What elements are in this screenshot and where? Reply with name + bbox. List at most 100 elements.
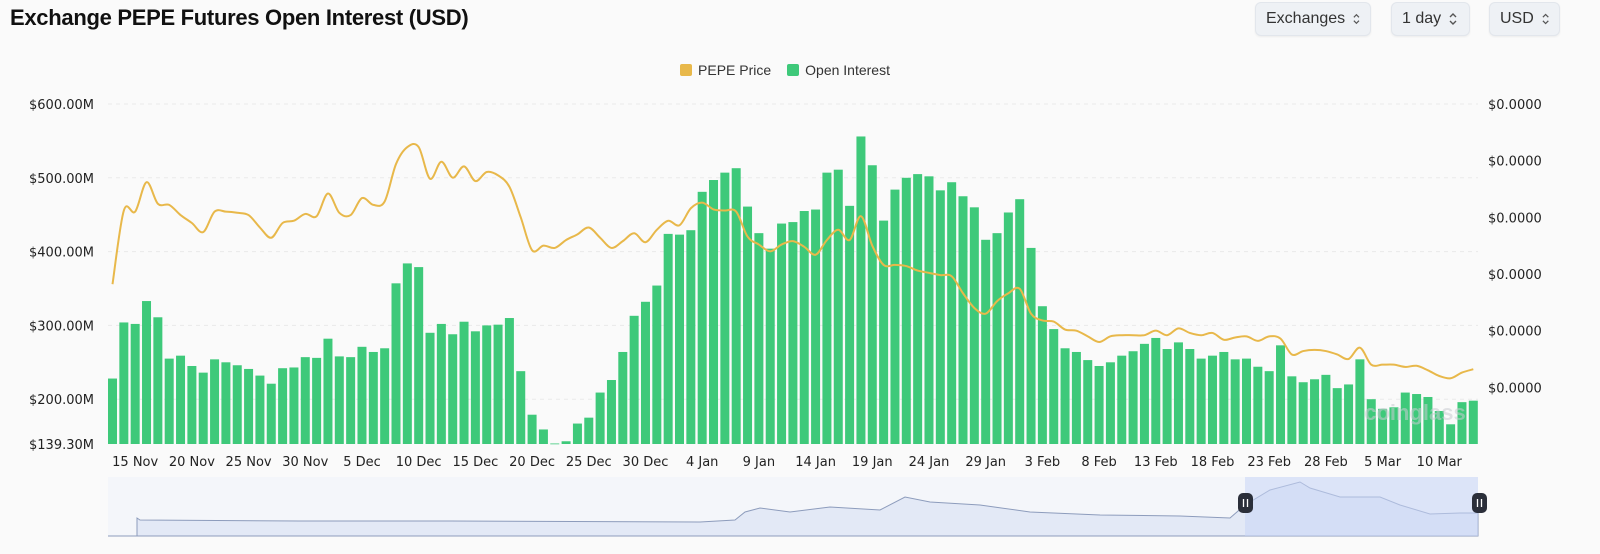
open-interest-bar[interactable] <box>1060 348 1070 444</box>
open-interest-bar[interactable] <box>1185 349 1195 444</box>
open-interest-bar[interactable] <box>493 324 503 444</box>
open-interest-bar[interactable] <box>289 367 299 444</box>
open-interest-bar[interactable] <box>278 368 288 444</box>
open-interest-bar[interactable] <box>901 177 911 445</box>
open-interest-bar[interactable] <box>470 331 480 444</box>
open-interest-bar[interactable] <box>1173 342 1183 444</box>
open-interest-bar[interactable] <box>380 348 390 444</box>
open-interest-bar[interactable] <box>1151 337 1161 444</box>
open-interest-bar[interactable] <box>1457 402 1467 444</box>
open-interest-bar[interactable] <box>1378 408 1388 444</box>
open-interest-bar[interactable] <box>1366 399 1376 444</box>
open-interest-bar[interactable] <box>969 207 979 444</box>
open-interest-bar[interactable] <box>1037 306 1047 444</box>
open-interest-bar[interactable] <box>572 423 582 444</box>
open-interest-bar[interactable] <box>334 356 344 444</box>
open-interest-bar[interactable] <box>232 365 242 444</box>
open-interest-bar[interactable] <box>1434 411 1444 444</box>
legend-item-open-interest[interactable]: Open Interest <box>787 62 890 78</box>
open-interest-bar[interactable] <box>686 230 696 444</box>
open-interest-bar[interactable] <box>822 172 832 444</box>
open-interest-bar[interactable] <box>1094 365 1104 444</box>
open-interest-bar[interactable] <box>1423 396 1433 444</box>
open-interest-bar[interactable] <box>1162 349 1172 444</box>
open-interest-bar[interactable] <box>947 182 957 445</box>
open-interest-bar[interactable] <box>1230 359 1240 444</box>
open-interest-bar[interactable] <box>255 375 265 444</box>
open-interest-bar[interactable] <box>1400 392 1410 444</box>
open-interest-bar[interactable] <box>992 233 1002 444</box>
open-interest-bar[interactable] <box>550 443 560 445</box>
open-interest-bar[interactable] <box>176 355 186 444</box>
open-interest-bar[interactable] <box>516 371 526 444</box>
open-interest-bar[interactable] <box>765 248 775 444</box>
open-interest-bar[interactable] <box>1128 351 1138 444</box>
open-interest-bar[interactable] <box>1468 400 1478 444</box>
open-interest-bar[interactable] <box>1219 351 1229 444</box>
open-interest-bar[interactable] <box>913 174 923 444</box>
open-interest-bar[interactable] <box>153 317 163 444</box>
open-interest-bar[interactable] <box>777 223 787 444</box>
open-interest-bar[interactable] <box>856 136 866 444</box>
open-interest-bar[interactable] <box>754 233 764 444</box>
currency-select[interactable]: USD <box>1489 2 1560 36</box>
legend-item-price[interactable]: PEPE Price <box>680 62 771 78</box>
open-interest-bar[interactable] <box>312 357 322 444</box>
open-interest-bar[interactable] <box>323 338 333 444</box>
open-interest-bar[interactable] <box>709 180 719 444</box>
open-interest-bar[interactable] <box>1026 247 1036 444</box>
open-interest-bar[interactable] <box>504 318 514 444</box>
open-interest-bar[interactable] <box>1071 351 1081 444</box>
open-interest-bar[interactable] <box>300 357 310 444</box>
open-interest-bar[interactable] <box>1264 371 1274 444</box>
open-interest-bar[interactable] <box>391 283 401 444</box>
open-interest-bar[interactable] <box>108 378 117 444</box>
open-interest-bar[interactable] <box>743 206 753 444</box>
open-interest-bar[interactable] <box>459 321 469 444</box>
open-interest-bar[interactable] <box>346 357 356 444</box>
open-interest-bar[interactable] <box>788 222 798 444</box>
open-interest-bar[interactable] <box>482 325 492 444</box>
open-interest-bar[interactable] <box>368 351 378 444</box>
open-interest-bar[interactable] <box>425 332 435 444</box>
navigator-handle-left[interactable] <box>1238 493 1253 513</box>
open-interest-bar[interactable] <box>720 172 730 444</box>
open-interest-bar[interactable] <box>402 263 412 444</box>
open-interest-bar[interactable] <box>561 441 571 444</box>
open-interest-bar[interactable] <box>1310 379 1320 444</box>
open-interest-bar[interactable] <box>436 323 446 444</box>
open-interest-bar[interactable] <box>1049 329 1059 444</box>
navigator-selection[interactable] <box>1245 477 1478 536</box>
open-interest-bar[interactable] <box>799 211 809 444</box>
open-interest-bar[interactable] <box>1117 355 1127 444</box>
open-interest-bar[interactable] <box>164 358 174 444</box>
open-interest-bar[interactable] <box>1355 359 1365 444</box>
open-interest-bar[interactable] <box>1242 358 1251 444</box>
open-interest-bar[interactable] <box>811 209 821 444</box>
open-interest-bar[interactable] <box>845 205 855 444</box>
open-interest-bar[interactable] <box>731 168 741 444</box>
open-interest-bar[interactable] <box>618 351 628 444</box>
open-interest-bar[interactable] <box>675 234 684 444</box>
open-interest-bar[interactable] <box>198 372 208 444</box>
open-interest-bar[interactable] <box>867 165 877 444</box>
open-interest-bar[interactable] <box>833 169 843 444</box>
open-interest-bar[interactable] <box>1344 384 1354 444</box>
open-interest-bar[interactable] <box>1332 388 1342 444</box>
open-interest-bar[interactable] <box>697 191 707 444</box>
open-interest-bar[interactable] <box>1196 358 1206 444</box>
open-interest-bar[interactable] <box>640 301 650 444</box>
navigator[interactable] <box>108 477 1487 537</box>
open-interest-bar[interactable] <box>663 233 673 444</box>
open-interest-bar[interactable] <box>1139 343 1149 444</box>
open-interest-bar[interactable] <box>606 380 616 444</box>
open-interest-bar[interactable] <box>538 429 548 444</box>
open-interest-bar[interactable] <box>142 301 152 444</box>
interval-select[interactable]: 1 day <box>1391 2 1470 36</box>
open-interest-bar[interactable] <box>958 196 968 444</box>
navigator-handle-right[interactable] <box>1472 493 1487 513</box>
open-interest-bar[interactable] <box>244 368 254 444</box>
open-interest-bar[interactable] <box>130 323 140 444</box>
open-interest-bar[interactable] <box>981 239 991 444</box>
open-interest-bar[interactable] <box>210 359 220 444</box>
